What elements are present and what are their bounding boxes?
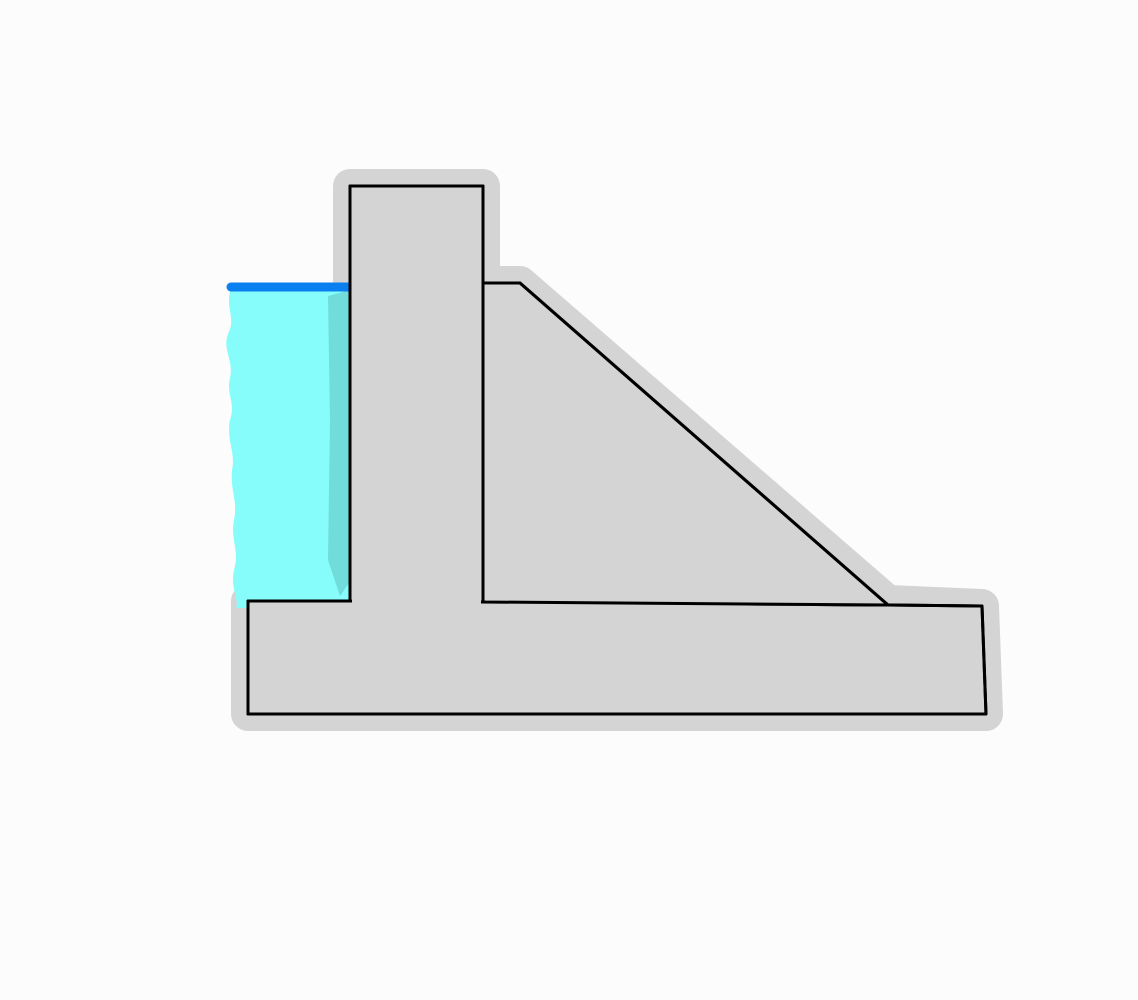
base-slab bbox=[246, 599, 988, 716]
combined-outline bbox=[246, 184, 988, 716]
buttress-slope-outline bbox=[483, 281, 889, 607]
dam-structure bbox=[246, 184, 988, 716]
vertical-stem bbox=[348, 184, 485, 604]
water-fill bbox=[226, 286, 350, 608]
water-body bbox=[226, 282, 360, 608]
stem-base-joint-cover bbox=[352, 596, 481, 606]
